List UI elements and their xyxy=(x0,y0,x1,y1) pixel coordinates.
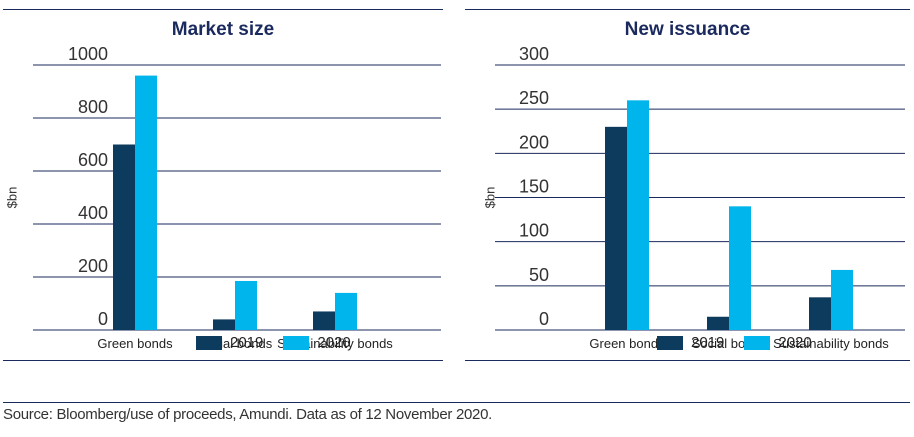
legend-swatch-2019 xyxy=(196,335,222,350)
legend-item-2020: 2020 xyxy=(283,334,351,351)
bar-2020-sustainability-bonds xyxy=(831,269,853,330)
bar-2020-green-bonds xyxy=(135,75,157,330)
chart-title: Market size xyxy=(171,19,275,40)
market-size-panel: Market size $bn 0 200 400 600 800 1000 Green b… xyxy=(3,9,443,361)
source-note: Source: Bloomberg/use of proceeds, Amund… xyxy=(3,406,492,423)
bar-2019-green-bonds xyxy=(113,144,135,330)
y-tick-label: 300 xyxy=(519,44,549,64)
x-tick-label: Green bonds xyxy=(97,336,173,351)
bar-2020-social-bonds xyxy=(235,280,257,330)
y-tick-label: 0 xyxy=(539,309,549,329)
bar-2019-sustainability-bonds xyxy=(809,297,831,330)
y-tick-label: 1000 xyxy=(68,44,108,64)
x-tick-label: Sustainability bonds xyxy=(773,336,889,351)
bar-2020-social-bonds xyxy=(729,206,751,330)
y-tick-label: 800 xyxy=(78,97,108,117)
y-tick-label: 50 xyxy=(529,265,549,285)
legend-label-2020: 2020 xyxy=(317,334,351,351)
y-tick-label: 150 xyxy=(519,177,549,197)
bar-2019-social-bonds xyxy=(213,319,235,330)
legend-item-2019: 2019 xyxy=(657,334,724,351)
legend-label-2020: 2020 xyxy=(778,334,812,351)
y-tick-label: 100 xyxy=(519,221,549,241)
legend: 2019 2020 xyxy=(657,334,832,351)
bar-2019-green-bonds xyxy=(605,126,627,330)
y-tick-label: 250 xyxy=(519,88,549,108)
footer-rule xyxy=(3,402,910,403)
bar-2020-green-bonds xyxy=(627,100,649,330)
legend-label-2019: 2019 xyxy=(230,334,264,351)
new-issuance-panel: New issuance $bn 0 50 100 150 200 250 300 Green… xyxy=(465,9,910,361)
bar-2019-social-bonds xyxy=(707,316,729,330)
chart-title: New issuance xyxy=(624,19,751,40)
bar-2019-sustainability-bonds xyxy=(313,311,335,330)
legend: 2019 2020 xyxy=(196,334,371,351)
y-tick-label: 200 xyxy=(78,256,108,276)
legend-swatch-2020 xyxy=(283,335,310,350)
y-tick-label: 400 xyxy=(78,203,108,223)
legend-item-2019: 2019 xyxy=(196,334,263,351)
legend-item-2020: 2020 xyxy=(744,334,812,351)
legend-swatch-2019 xyxy=(657,335,683,350)
y-tick-label: 600 xyxy=(78,150,108,170)
legend-swatch-2020 xyxy=(744,335,771,350)
y-tick-label: 200 xyxy=(519,132,549,152)
legend-label-2019: 2019 xyxy=(691,334,725,351)
y-tick-label: 0 xyxy=(98,309,108,329)
bar-2020-sustainability-bonds xyxy=(335,292,357,330)
x-tick-label: Green bonds xyxy=(589,336,665,351)
